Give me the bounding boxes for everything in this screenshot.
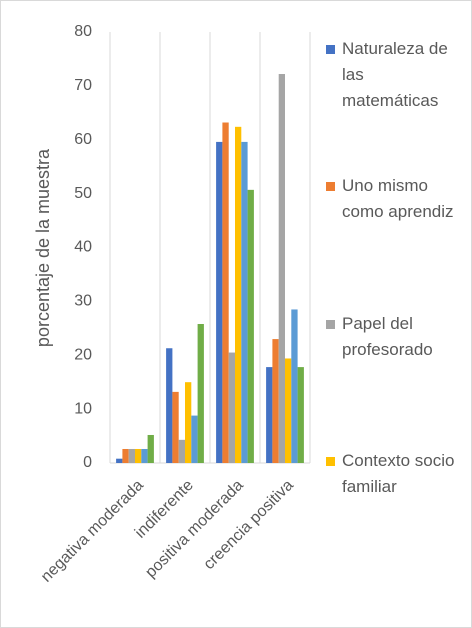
bar bbox=[216, 141, 223, 463]
legend-label: Papel del profesorado bbox=[342, 314, 433, 359]
legend-swatch bbox=[326, 457, 335, 466]
bar bbox=[247, 189, 254, 463]
y-tick-label: 30 bbox=[74, 293, 92, 310]
bar bbox=[178, 439, 185, 463]
y-tick-label: 40 bbox=[74, 239, 92, 256]
bar bbox=[116, 458, 123, 463]
bar bbox=[122, 448, 129, 463]
y-tick-label: 50 bbox=[74, 185, 92, 202]
bar bbox=[185, 382, 192, 463]
y-axis-title: porcentaje de la muestra bbox=[33, 148, 53, 347]
y-tick-label: 10 bbox=[74, 400, 92, 417]
bar bbox=[278, 74, 285, 464]
bar bbox=[191, 415, 198, 463]
bar bbox=[128, 448, 135, 463]
bar bbox=[285, 358, 292, 463]
y-tick-label: 20 bbox=[74, 346, 92, 363]
bar bbox=[166, 348, 173, 463]
legend-label: Naturaleza de las matemáticas bbox=[342, 39, 448, 110]
y-tick-label: 0 bbox=[83, 454, 92, 471]
legend-swatch bbox=[326, 320, 335, 329]
bar bbox=[222, 122, 229, 463]
bar bbox=[228, 352, 235, 463]
bar bbox=[172, 391, 179, 463]
legend-swatch bbox=[326, 182, 335, 191]
bar bbox=[235, 126, 242, 463]
legend-swatch bbox=[326, 45, 335, 54]
y-tick-label: 60 bbox=[74, 131, 92, 148]
bar bbox=[241, 141, 248, 463]
bar bbox=[291, 309, 298, 463]
legend-label: Uno mismo como aprendiz bbox=[342, 176, 454, 221]
bar bbox=[197, 324, 204, 463]
bar bbox=[147, 434, 154, 463]
bar bbox=[272, 339, 279, 463]
bar bbox=[141, 448, 148, 463]
bar bbox=[266, 367, 273, 463]
legend-label: Contexto socio familiar bbox=[342, 451, 455, 496]
bar bbox=[297, 367, 304, 463]
bar bbox=[135, 448, 142, 463]
y-tick-label: 70 bbox=[74, 77, 92, 94]
y-tick-label: 80 bbox=[74, 23, 92, 40]
